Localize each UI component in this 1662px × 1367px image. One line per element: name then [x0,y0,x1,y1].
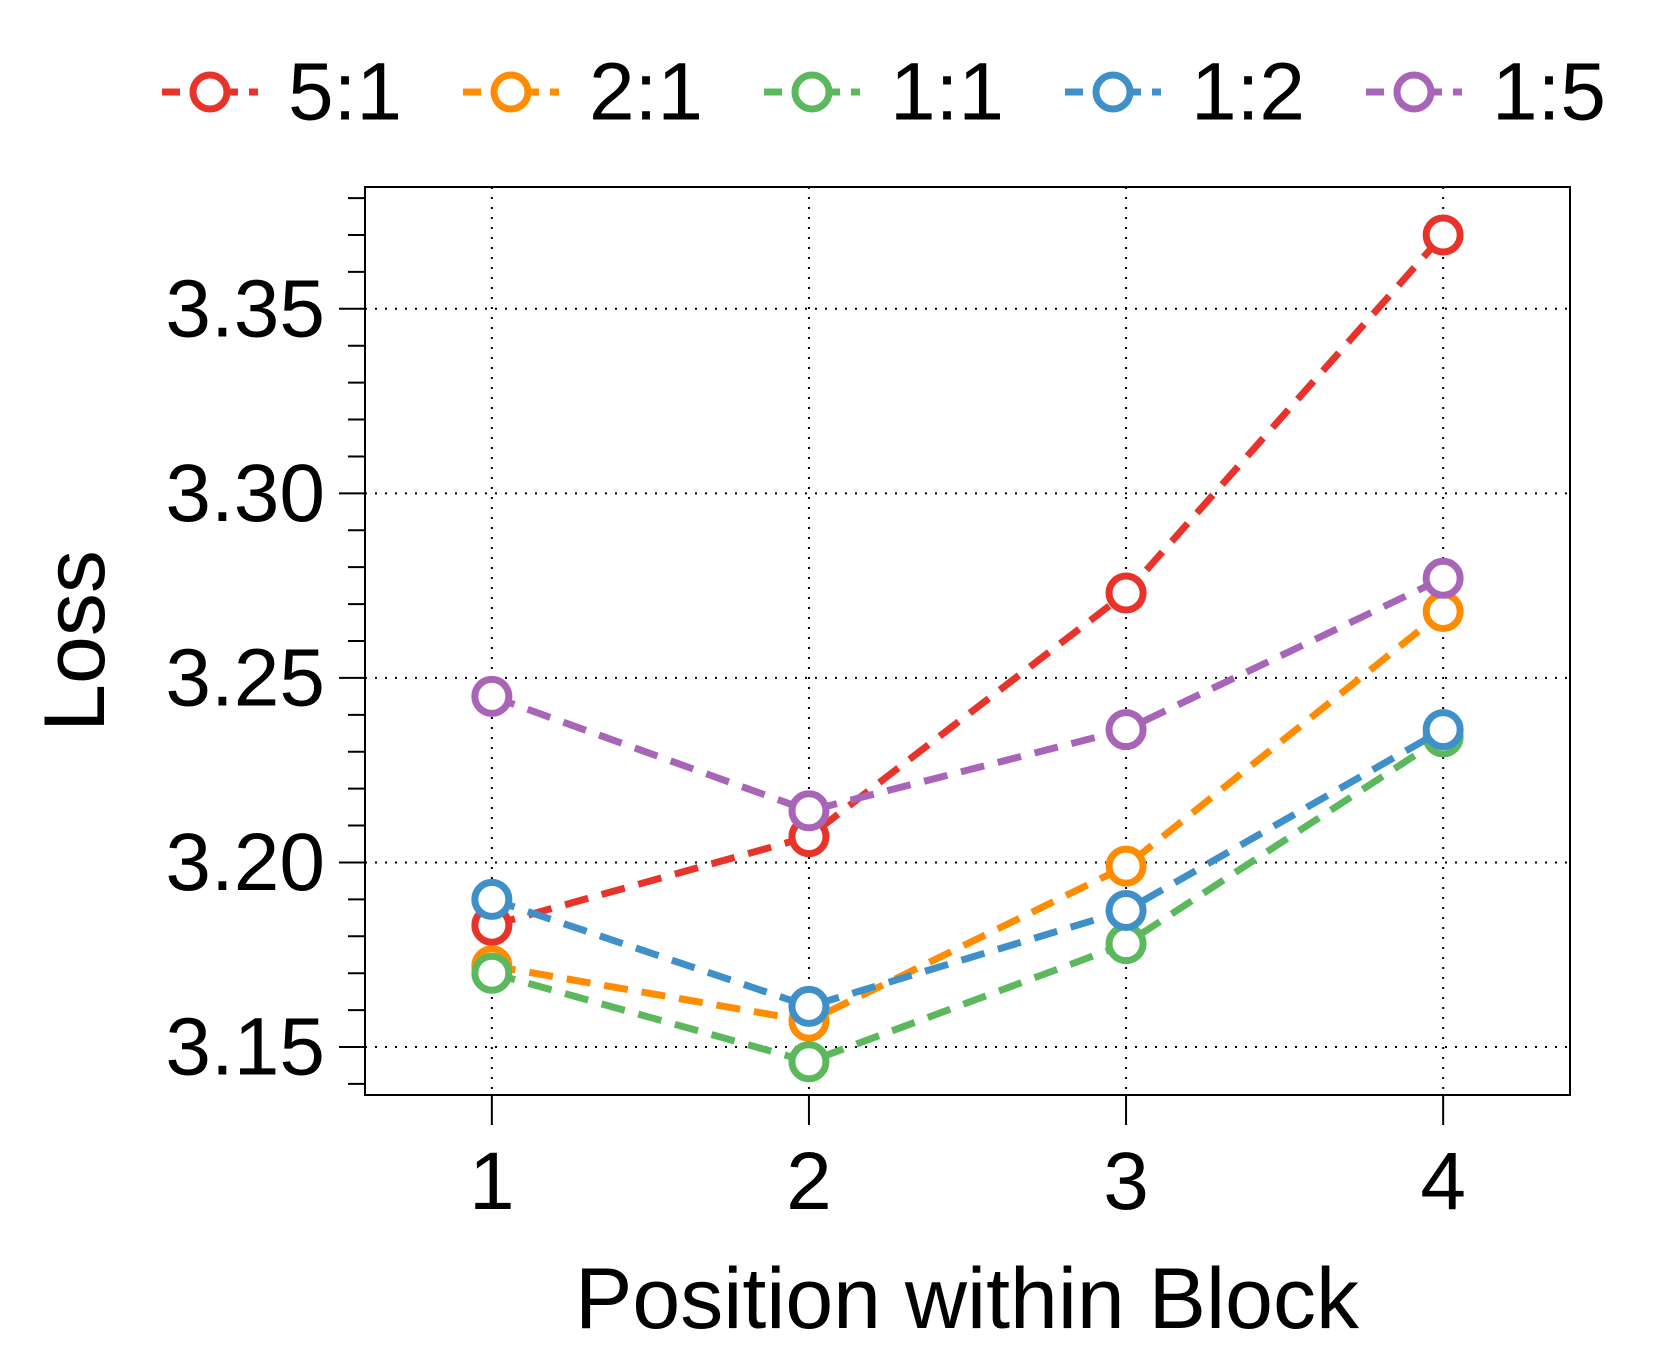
series-5 [471,557,1464,832]
series-layer [471,214,1464,1083]
series-line-4 [490,726,1445,1011]
series-1 [471,214,1464,946]
legend-label-4: 1:2 [1191,47,1305,138]
series-5-point-2 [788,790,830,832]
legend-marker-5 [1393,71,1435,113]
series-line-5 [490,575,1445,815]
legend-item-3: 1:1 [764,47,1004,138]
series-4 [471,709,1464,1027]
series-4-point-1 [471,878,513,920]
legend: 5:1 2:1 1:1 1:2 1:5 [162,47,1606,138]
y-tick-label-4: 3.30 [165,448,325,539]
x-axis: 1 2 3 4 [469,1095,1466,1227]
series-2 [471,590,1464,1042]
x-tick-label-3: 3 [1103,1136,1149,1227]
series-1-point-3 [1105,572,1147,614]
legend-label-2: 2:1 [589,47,703,138]
legend-marker-1 [189,71,231,113]
legend-item-1: 5:1 [162,47,402,138]
legend-item-5: 1:5 [1366,47,1606,138]
series-line-1 [490,232,1446,929]
y-tick-label-5: 3.35 [165,263,325,354]
series-line-3 [490,734,1446,1066]
series-3-point-2 [788,1041,830,1083]
series-line-2 [491,608,1446,1025]
x-tick-label-2: 2 [786,1136,832,1227]
y-tick-label-1: 3.15 [165,1002,325,1093]
y-tick-label-2: 3.20 [165,817,325,908]
series-5-point-4 [1422,557,1464,599]
x-tick-label-4: 4 [1420,1136,1466,1227]
series-3-point-3 [1105,923,1147,965]
series-2-point-4 [1422,590,1464,632]
series-3-point-1 [471,952,513,994]
y-tick-label-3: 3.25 [165,632,325,723]
series-4-point-3 [1105,889,1147,931]
series-2-point-3 [1105,845,1147,887]
legend-label-3: 1:1 [890,47,1004,138]
legend-marker-4 [1092,71,1134,113]
legend-marker-3 [791,71,833,113]
y-axis: 3.15 3.20 3.25 3.30 3.35 [165,197,365,1093]
legend-label-5: 1:5 [1492,47,1606,138]
series-5-point-1 [471,675,513,717]
series-4-point-4 [1422,709,1464,751]
y-axis-label: Loss [27,550,123,732]
series-1-point-4 [1422,214,1464,256]
legend-item-2: 2:1 [463,47,703,138]
x-axis-label: Position within Block [575,1251,1360,1347]
series-4-point-2 [788,985,830,1027]
legend-marker-2 [490,71,532,113]
x-tick-label-1: 1 [469,1136,515,1227]
legend-item-4: 1:2 [1065,47,1305,138]
grid [365,187,1570,1095]
legend-label-1: 5:1 [288,47,402,138]
series-5-point-3 [1105,709,1147,751]
